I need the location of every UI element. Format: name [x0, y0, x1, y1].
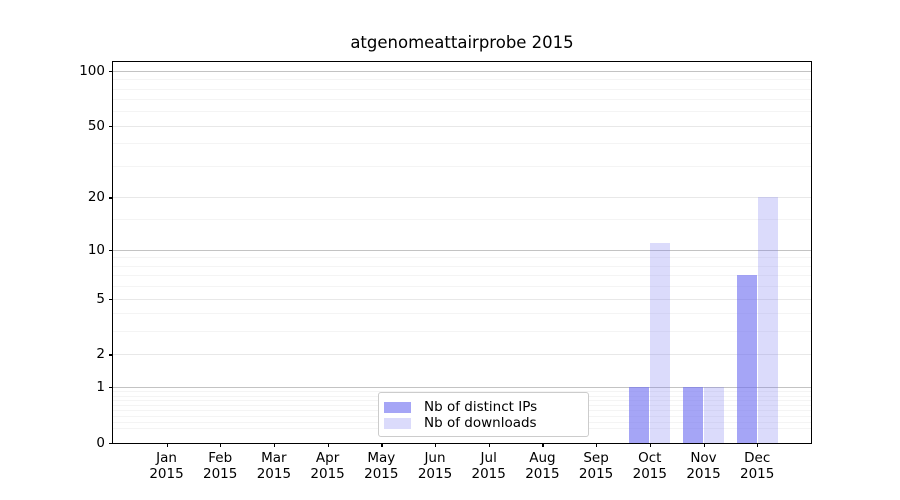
x-tick-label: Jul 2015 — [471, 450, 506, 482]
y-tick-label: 5 — [96, 290, 105, 307]
x-tick-label: Oct 2015 — [632, 450, 667, 482]
x-tick-label: Jan 2015 — [149, 450, 184, 482]
y-tick-label: 1 — [96, 379, 105, 396]
x-tick-mark — [703, 443, 705, 447]
x-tick-mark — [381, 443, 383, 447]
legend-swatch-distinct-ips — [384, 401, 411, 413]
gridline-major — [113, 354, 811, 356]
x-tick-label: Apr 2015 — [310, 450, 345, 482]
y-tick-mark — [109, 298, 113, 300]
gridline-minor — [113, 111, 811, 113]
y-tick-mark — [109, 387, 113, 389]
legend-label-distinct-ips: Nb of distinct IPs — [424, 399, 538, 415]
gridline-minor — [113, 79, 811, 81]
gridline-major — [113, 387, 811, 389]
legend-swatch-downloads — [384, 417, 411, 429]
chart-title: atgenomeattairprobe 2015 — [350, 33, 574, 52]
x-tick-mark — [220, 443, 222, 447]
y-tick-mark — [109, 125, 113, 128]
x-tick-label: May 2015 — [364, 450, 399, 482]
legend-item-distinct-ips: Nb of distinct IPs — [384, 400, 580, 414]
x-tick-mark — [273, 443, 276, 447]
bar-downloads — [704, 387, 724, 443]
gridline-minor — [113, 257, 811, 259]
gridline-minor — [113, 143, 811, 145]
legend: Nb of distinct IPs Nb of downloads — [378, 392, 589, 437]
legend-item-downloads: Nb of downloads — [384, 416, 580, 430]
x-tick-mark — [542, 443, 544, 447]
bar-downloads — [757, 197, 778, 443]
y-tick-label: 10 — [87, 241, 105, 258]
bar-distinct-ips — [683, 387, 703, 443]
y-tick-mark — [109, 354, 113, 356]
y-tick-mark — [109, 70, 113, 72]
gridline-major — [113, 125, 811, 127]
y-tick-mark — [109, 249, 113, 251]
x-tick-label: Sep 2015 — [578, 450, 614, 482]
gridline-minor — [113, 219, 811, 221]
x-tick-label: Aug 2015 — [525, 450, 560, 482]
y-tick-label: 20 — [87, 189, 105, 206]
gridline-minor — [113, 313, 811, 315]
gridline-minor — [113, 275, 811, 277]
x-tick-label: Dec 2015 — [740, 450, 775, 482]
bar-distinct-ips — [629, 387, 650, 443]
gridline-minor — [113, 166, 811, 167]
y-tick-mark — [109, 197, 113, 199]
gridline-minor — [113, 99, 811, 101]
x-tick-label: Mar 2015 — [256, 450, 292, 482]
x-tick-mark — [166, 443, 168, 447]
y-tick-label: 2 — [96, 346, 105, 363]
gridline-minor — [113, 391, 811, 393]
bar-distinct-ips — [736, 275, 757, 443]
x-tick-mark — [435, 443, 437, 447]
x-tick-mark — [488, 443, 490, 447]
gridline-major — [113, 298, 811, 300]
gridline-minor — [113, 331, 811, 333]
y-tick-mark — [109, 443, 113, 445]
legend-label-downloads: Nb of downloads — [424, 415, 537, 431]
gridline-minor — [113, 286, 811, 287]
y-tick-label: 50 — [87, 117, 105, 134]
y-tick-label: 100 — [79, 62, 105, 79]
plot-area — [113, 62, 811, 443]
gridline-minor — [113, 88, 811, 90]
x-tick-label: Nov 2015 — [686, 450, 721, 482]
x-tick-mark — [757, 443, 759, 447]
gridline-major — [113, 197, 811, 199]
bar-downloads — [650, 242, 671, 443]
y-tick-label: 0 — [96, 435, 105, 451]
x-tick-label: Feb 2015 — [203, 450, 238, 482]
x-tick-mark — [327, 443, 329, 447]
gridline-major — [113, 249, 811, 251]
gridline-major — [113, 70, 811, 72]
x-tick-label: Jun 2015 — [417, 450, 453, 482]
x-tick-mark — [649, 443, 652, 447]
x-tick-mark — [596, 443, 598, 447]
gridline-minor — [113, 265, 811, 267]
